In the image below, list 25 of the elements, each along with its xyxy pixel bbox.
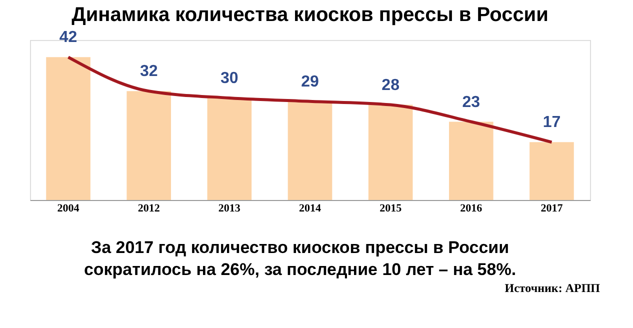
bar	[448, 122, 494, 200]
chart-title: Динамика количества киосков прессы в России	[72, 4, 548, 26]
bar	[46, 57, 90, 200]
x-tick-label: 2017	[540, 202, 564, 214]
data-label: 23	[462, 94, 480, 111]
x-tick-label: 2012	[138, 202, 160, 214]
x-tick-label: 2015	[380, 202, 402, 214]
bar	[368, 104, 413, 200]
data-label: 28	[382, 76, 400, 94]
text: Источник: АРПП	[504, 281, 601, 295]
x-tick-label: 2013	[218, 202, 241, 214]
bar	[126, 91, 172, 200]
data-label: 42	[59, 29, 78, 46]
data-label: 17	[542, 114, 561, 132]
x-tick-label: 2004	[57, 202, 80, 214]
text: сократилось на 26%, за последние 10 лет – на 58%.	[84, 260, 516, 279]
bar	[207, 98, 252, 200]
bar	[530, 142, 574, 200]
data-label: 30	[220, 70, 238, 87]
x-tick-label: 2014	[299, 202, 322, 214]
data-label: 29	[301, 73, 319, 90]
data-label: 32	[140, 63, 158, 80]
text: За 2017 год количество киосков прессы в России	[90, 238, 510, 257]
x-tick-label: 2016	[460, 202, 483, 214]
bar	[288, 101, 332, 200]
